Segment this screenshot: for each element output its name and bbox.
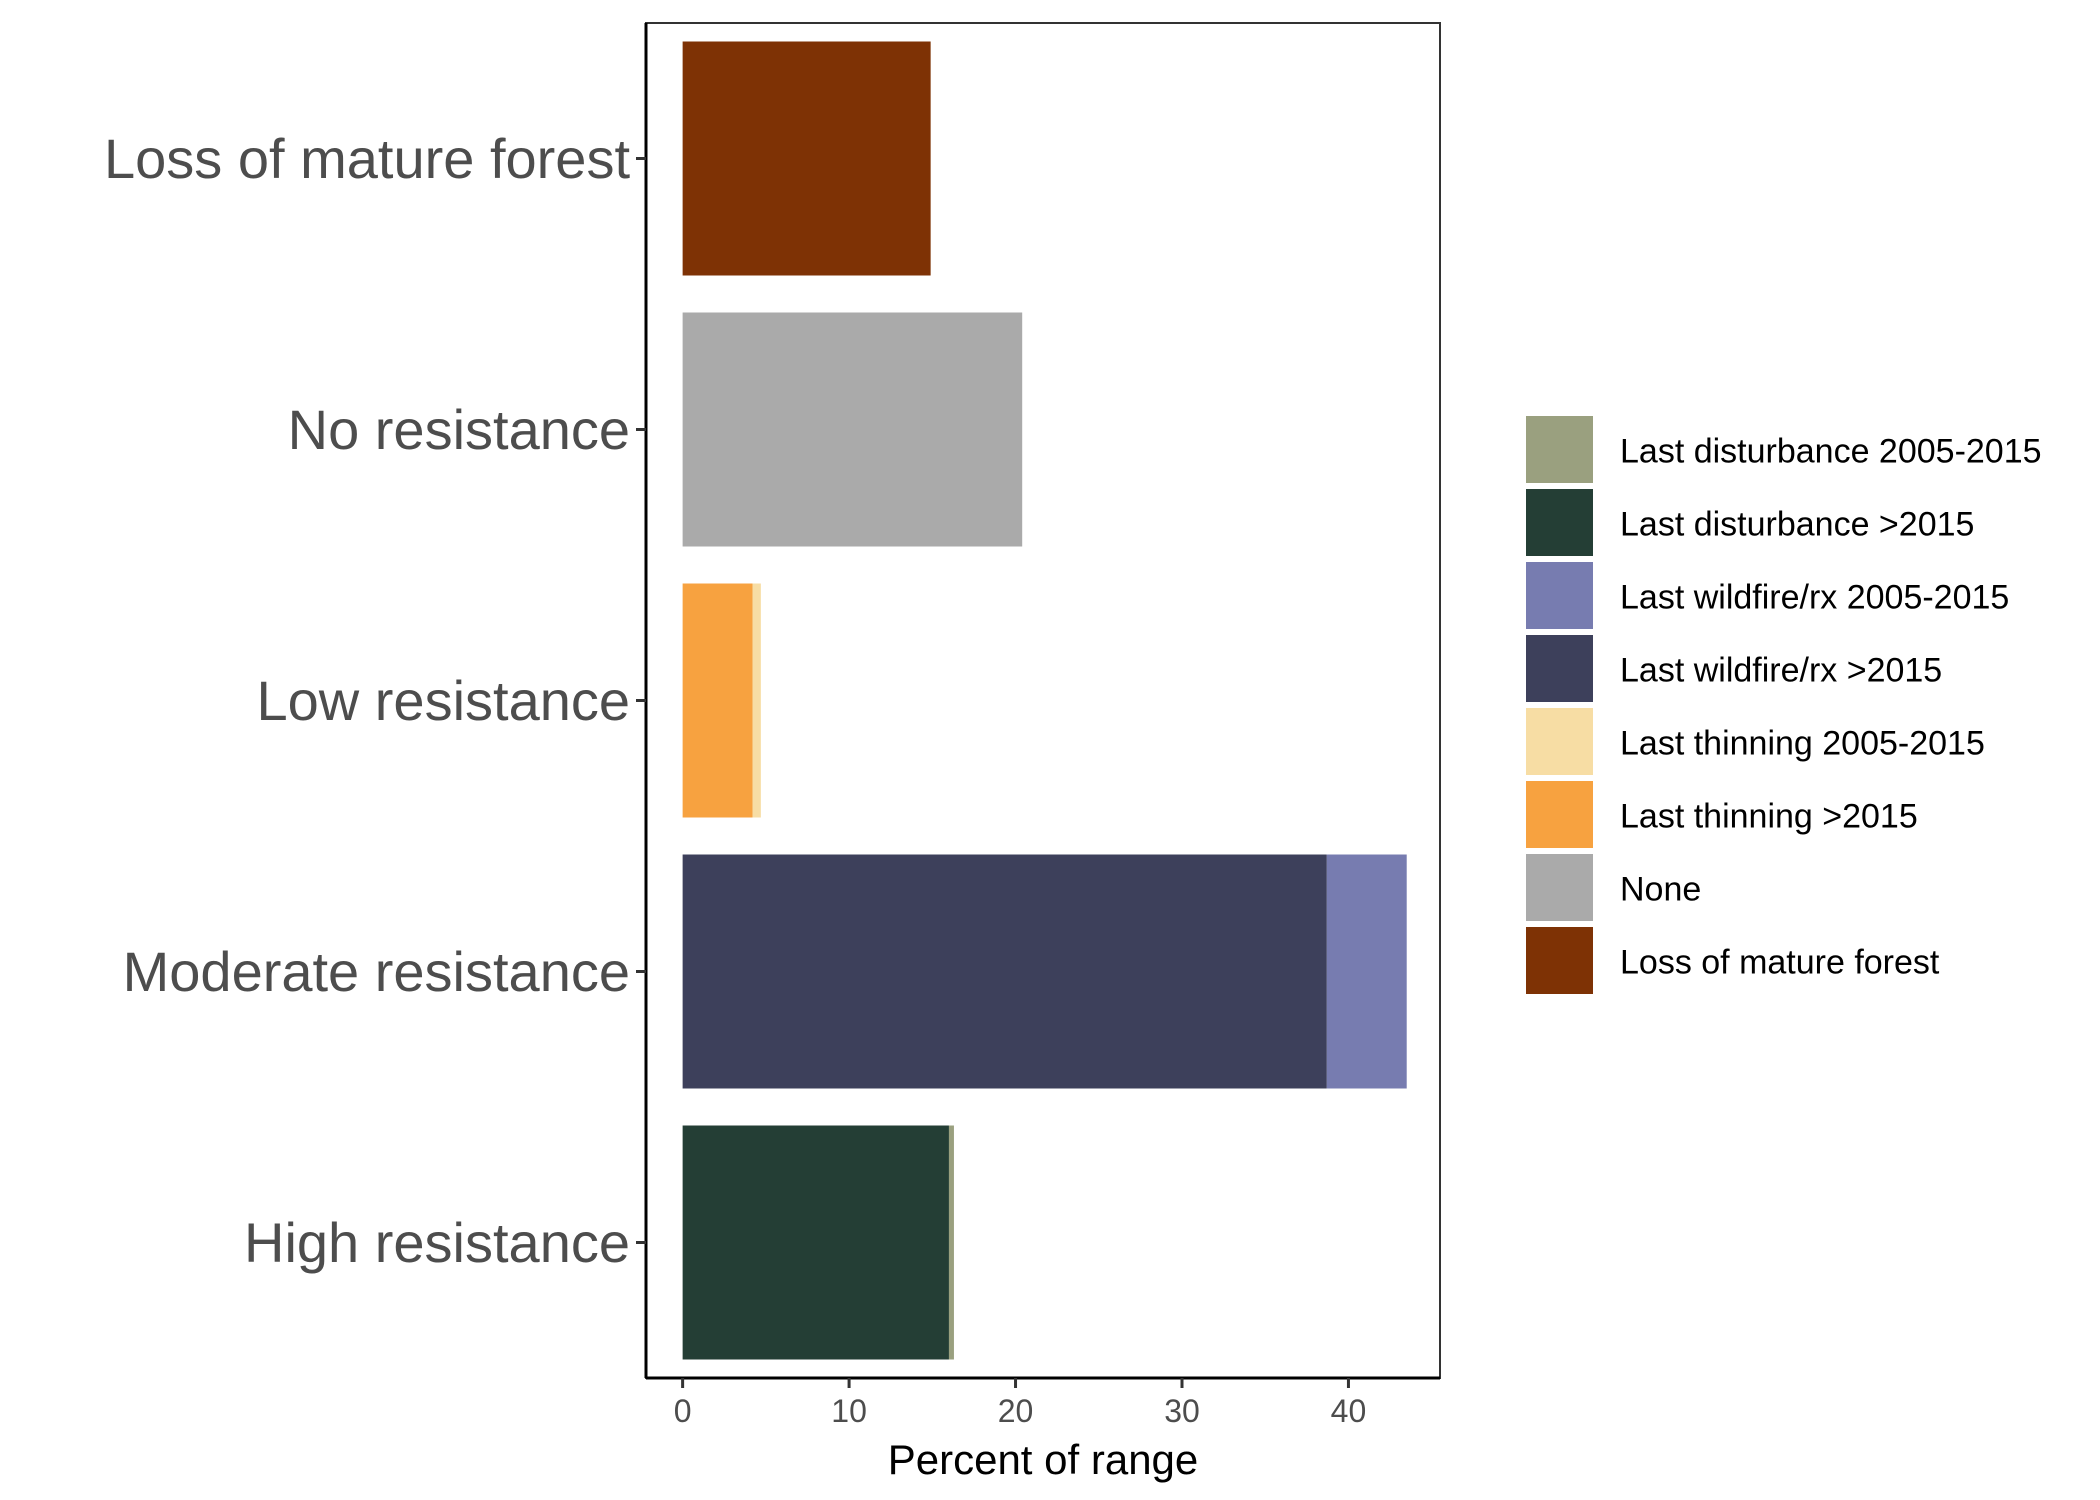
legend: Last disturbance 2005-2015 Last disturban… [1526,416,2042,994]
legend-label-none: None [1620,871,1701,909]
x-tick-label-20: 20 [998,1393,1034,1429]
bars-layer [682,41,1407,1360]
bar-high-resistance-last-disturbance-2005-2015 [948,1125,954,1360]
y-axis: Loss of mature forest No resistance Low re… [104,127,646,1274]
x-axis-title: Percent of range [888,1436,1199,1483]
category-label-loss-of-mature-forest: Loss of mature forest [104,127,630,190]
legend-key-last-disturbance-2015 [1526,489,1593,556]
legend-key-last-wildfire-rx-2005-2015 [1526,562,1593,629]
legend-label-last-thinning-2015: Last thinning >2015 [1620,798,1918,836]
legend-label-last-disturbance-2015: Last disturbance >2015 [1620,506,1974,544]
bar-moderate-resistance-last-wildfire-rx-2005-2015 [1326,854,1407,1089]
legend-key-last-thinning-2005-2015 [1526,708,1593,775]
legend-key-loss-of-mature-forest [1526,927,1593,994]
legend-label-last-wildfire-rx-2005-2015: Last wildfire/rx 2005-2015 [1620,579,2009,617]
category-label-low-resistance: Low resistance [256,669,630,732]
bar-high-resistance-last-disturbance-2015 [682,1125,949,1360]
bar-moderate-resistance-last-wildfire-rx-2015 [682,854,1327,1089]
legend-label-last-disturbance-2005-2015: Last disturbance 2005-2015 [1620,433,2042,471]
legend-key-last-disturbance-2005-2015 [1526,416,1593,483]
legend-label-loss-of-mature-forest: Loss of mature forest [1620,944,1940,982]
category-label-high-resistance: High resistance [244,1211,630,1274]
legend-label-last-thinning-2005-2015: Last thinning 2005-2015 [1620,725,1985,763]
legend-label-last-wildfire-rx-2015: Last wildfire/rx >2015 [1620,652,1942,690]
x-tick-label-30: 30 [1164,1393,1200,1429]
x-axis: 0 10 20 30 40 [674,1378,1367,1429]
category-label-moderate-resistance: Moderate resistance [123,940,630,1003]
x-tick-label-0: 0 [674,1393,692,1429]
x-tick-label-10: 10 [831,1393,867,1429]
bar-no-resistance-none [682,312,1023,547]
x-tick-label-40: 40 [1331,1393,1367,1429]
legend-key-last-wildfire-rx-2015 [1526,635,1593,702]
bar-low-resistance-last-thinning-2005-2015 [752,583,761,818]
bar-loss-of-mature-forest-loss-of-mature-forest [682,41,931,276]
bar-low-resistance-last-thinning-2015 [682,583,753,818]
legend-key-last-thinning-2015 [1526,781,1593,848]
category-label-no-resistance: No resistance [288,398,630,461]
legend-key-none [1526,854,1593,921]
